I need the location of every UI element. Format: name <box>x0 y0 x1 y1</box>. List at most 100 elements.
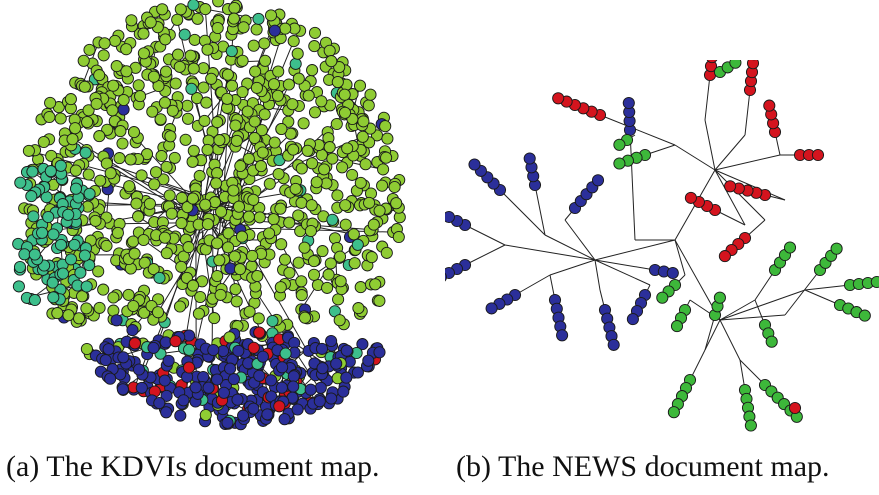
document-node <box>272 167 285 181</box>
document-node <box>556 329 569 342</box>
document-node <box>224 362 237 375</box>
document-node <box>339 218 352 231</box>
document-node <box>213 134 226 147</box>
document-node <box>199 3 212 16</box>
document-node <box>242 152 255 165</box>
document-node <box>135 381 148 394</box>
document-node <box>331 75 344 89</box>
document-node <box>160 406 173 419</box>
document-node <box>591 174 605 187</box>
document-node <box>205 72 218 85</box>
document-node <box>354 281 367 294</box>
document-node <box>74 266 87 279</box>
document-node <box>307 255 321 268</box>
document-node <box>137 233 150 247</box>
document-node <box>187 0 200 11</box>
document-node <box>69 122 82 135</box>
document-node <box>858 309 871 322</box>
document-node <box>351 366 364 379</box>
document-node <box>157 173 170 186</box>
document-node <box>184 49 197 62</box>
map-edge <box>280 243 302 282</box>
document-node <box>106 104 119 117</box>
document-node <box>215 205 228 218</box>
document-node <box>282 78 295 91</box>
document-node <box>192 307 205 320</box>
document-node <box>328 232 342 245</box>
document-node <box>104 372 117 385</box>
document-node <box>265 374 278 387</box>
document-node <box>181 201 194 214</box>
document-node <box>304 383 317 396</box>
document-node <box>231 393 244 406</box>
document-node <box>256 350 269 363</box>
document-node <box>97 49 110 62</box>
map-edge <box>332 158 384 170</box>
document-node <box>298 311 312 324</box>
map-edge <box>544 234 596 261</box>
document-node <box>194 290 207 304</box>
document-node <box>114 125 127 138</box>
document-node <box>287 370 300 383</box>
document-node <box>283 216 296 229</box>
document-node <box>237 409 250 422</box>
document-node <box>120 65 133 78</box>
document-node <box>123 180 136 193</box>
document-node <box>289 57 302 70</box>
document-node <box>362 354 375 367</box>
map-edge <box>549 259 596 276</box>
document-node <box>357 115 370 128</box>
document-node <box>626 313 639 326</box>
document-node <box>107 291 120 304</box>
map-edge <box>719 299 756 321</box>
document-node <box>222 227 235 240</box>
document-node <box>197 370 210 384</box>
document-node <box>289 182 302 195</box>
document-node <box>154 113 167 126</box>
map-edge <box>804 289 841 306</box>
document-node <box>348 257 361 270</box>
map-edge <box>594 239 676 261</box>
document-node <box>248 131 261 145</box>
document-node <box>275 238 288 251</box>
document-node <box>187 144 200 157</box>
document-node <box>144 16 157 29</box>
document-node <box>253 369 266 382</box>
document-node <box>237 21 250 34</box>
document-node <box>830 242 843 255</box>
map-edge <box>714 154 781 171</box>
document-node <box>159 33 172 46</box>
document-node <box>163 189 176 202</box>
document-node <box>47 228 60 241</box>
document-node <box>201 143 214 156</box>
document-node <box>252 12 265 25</box>
document-node <box>211 373 224 386</box>
document-node <box>134 90 147 103</box>
document-node <box>380 151 393 164</box>
document-node <box>214 288 227 301</box>
document-node <box>347 228 360 241</box>
document-node <box>279 347 292 360</box>
document-node <box>295 162 308 175</box>
document-node <box>359 158 372 171</box>
document-node <box>26 165 39 178</box>
document-node <box>253 211 266 224</box>
document-node <box>143 197 156 210</box>
map-edge <box>744 89 751 136</box>
document-node <box>326 152 339 165</box>
document-node <box>200 96 213 109</box>
document-node <box>158 96 171 109</box>
document-node <box>83 187 96 200</box>
document-node <box>64 93 77 106</box>
document-node <box>258 108 271 121</box>
document-node <box>356 338 369 351</box>
document-node <box>211 237 224 250</box>
document-node <box>381 132 394 145</box>
document-node <box>173 60 186 73</box>
document-node <box>341 142 354 155</box>
document-node <box>138 306 151 319</box>
document-node <box>340 344 353 357</box>
document-node <box>364 88 377 101</box>
document-node <box>377 163 390 176</box>
document-node <box>295 275 308 288</box>
